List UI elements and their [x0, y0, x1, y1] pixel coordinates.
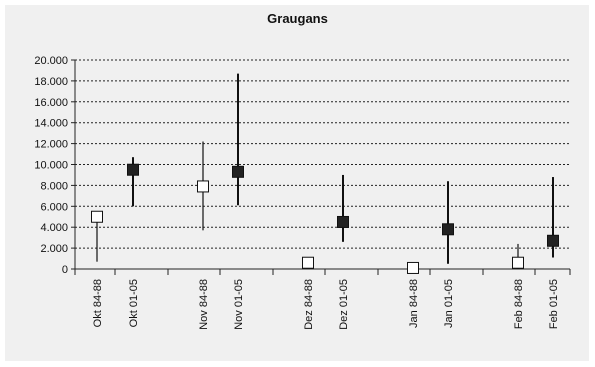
data-marker-open — [197, 180, 209, 193]
x-category-label: Jan 84-88 — [408, 279, 420, 328]
chart-title: Graugans — [267, 11, 328, 26]
data-marker-open — [91, 210, 103, 223]
data-marker-open — [512, 256, 524, 269]
data-marker-filled — [232, 165, 244, 178]
x-category-label: Okt 01-05 — [128, 279, 140, 327]
y-tick-label: 18.000 — [34, 76, 68, 88]
x-category-label: Dez 84-88 — [303, 279, 315, 330]
data-marker-filled — [127, 163, 139, 176]
x-category-label: Dez 01-05 — [338, 279, 350, 330]
y-tick-label: 4.000 — [40, 222, 68, 234]
x-category-label: Feb 01-05 — [548, 279, 560, 329]
y-tick-label: 10.000 — [34, 160, 68, 172]
x-category-label: Feb 84-88 — [513, 279, 525, 329]
x-category-label: Nov 01-05 — [233, 279, 245, 330]
y-tick-label: 14.000 — [34, 118, 68, 130]
data-marker-filled — [442, 223, 454, 236]
y-tick-label: 8.000 — [40, 180, 68, 192]
y-tick-label: 12.000 — [34, 139, 68, 151]
y-tick-label: 20.000 — [34, 55, 68, 67]
y-tick-label: 16.000 — [34, 97, 68, 109]
y-tick-label: 2.000 — [40, 243, 68, 255]
x-category-label: Okt 84-88 — [92, 279, 104, 327]
data-marker-open — [407, 261, 419, 274]
x-category-label: Jan 01-05 — [443, 279, 455, 328]
data-marker-filled — [547, 234, 559, 247]
data-marker-filled — [337, 215, 349, 228]
y-tick-label: 6.000 — [40, 201, 68, 213]
x-category-label: Nov 84-88 — [198, 279, 210, 330]
data-marker-open — [302, 256, 314, 269]
y-tick-label: 0 — [62, 264, 68, 276]
